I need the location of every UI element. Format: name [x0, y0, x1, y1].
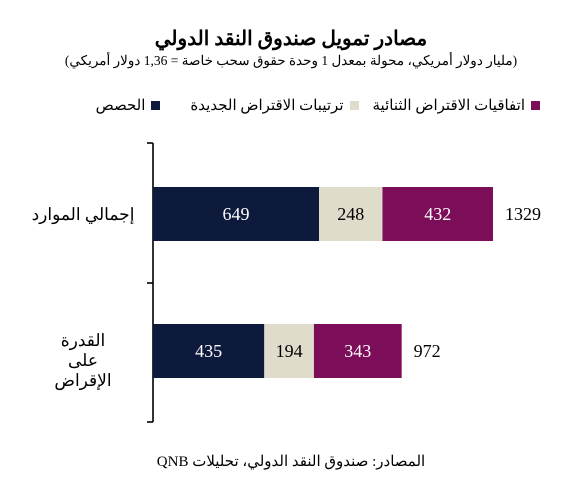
category-label-total-resources: إجمالي الموارد	[31, 205, 135, 224]
legend-label-nab: ترتيبات الاقتراض الجديدة	[190, 98, 344, 114]
chart-subtitle: (مليار دولار أمريكي، محولة بمعدل 1 وحدة …	[64, 53, 518, 68]
source-note: المصادر: صندوق النقد الدولي، تحليلات QNB	[156, 454, 426, 470]
data-label-nab-1: 194	[276, 341, 303, 361]
total-label-1: 972	[414, 341, 441, 361]
legend-swatch-bilateral	[531, 101, 540, 110]
legend-item-nab: ترتيبات الاقتراض الجديدة	[190, 96, 359, 115]
chart-title: مصادر تمويل صندوق النقد الدولي	[154, 28, 428, 50]
bar-quotas-0	[153, 187, 320, 241]
data-label-bilateral-1: 343	[344, 341, 371, 361]
bar-nab-1	[264, 324, 314, 378]
bar-bilateral-1	[313, 324, 402, 378]
bar-bilateral-0	[382, 187, 493, 241]
category-label-lending-capacity: القدرة على الإقراض	[54, 331, 112, 390]
data-label-bilateral-0: 432	[424, 204, 451, 224]
legend-item-quotas: الحصص	[96, 96, 161, 115]
bar-quotas-1	[153, 324, 265, 378]
legend-swatch-quotas	[151, 101, 161, 110]
data-label-quotas-0: 649	[223, 204, 250, 224]
legend-item-bilateral: اتفاقيات الاقتراض الثنائية	[372, 96, 540, 115]
bar-nab-0	[319, 187, 383, 241]
legend: اتفاقيات الاقتراض الثنائية ترتيبات الاقت…	[0, 96, 582, 115]
total-label-0: 1329	[505, 204, 541, 224]
legend-label-bilateral: اتفاقيات الاقتراض الثنائية	[372, 98, 526, 114]
legend-swatch-nab	[349, 101, 359, 110]
data-label-quotas-1: 435	[195, 341, 222, 361]
data-label-nab-0: 248	[337, 204, 364, 224]
legend-label-quotas: الحصص	[95, 98, 146, 114]
